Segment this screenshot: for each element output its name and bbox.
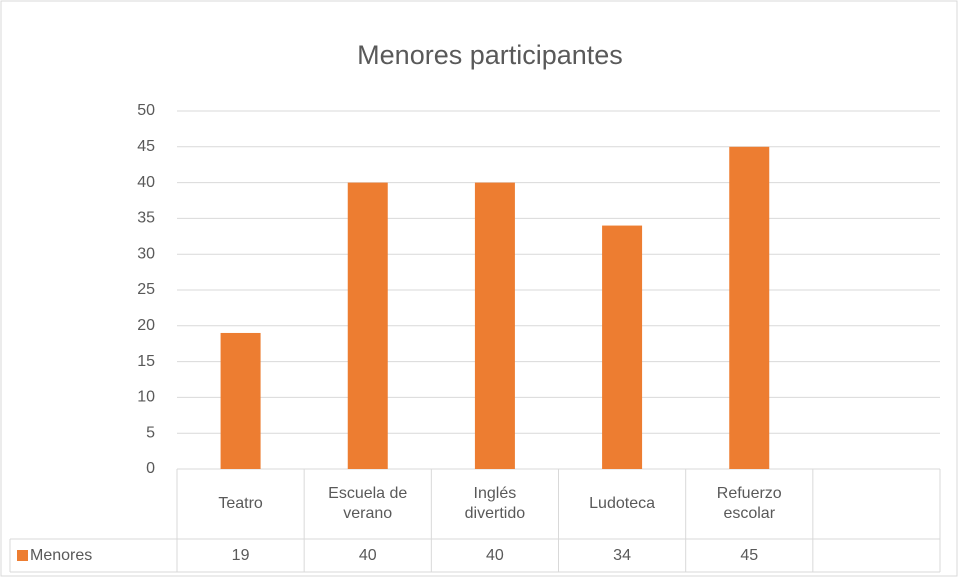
y-tick-label: 15	[137, 353, 155, 370]
y-tick-label: 40	[137, 174, 155, 191]
x-tick-label: Ludoteca	[589, 495, 655, 512]
y-tick-label: 50	[137, 102, 155, 119]
bar	[474, 182, 515, 469]
x-tick-label: Teatro	[218, 495, 263, 512]
table-value: 34	[613, 546, 631, 564]
bar	[729, 146, 770, 470]
legend-swatch	[17, 550, 28, 561]
x-tick-label: Escuela de verano	[328, 485, 408, 522]
table-value: 19	[231, 546, 250, 564]
table-value: 45	[740, 546, 759, 564]
table-value: 40	[486, 546, 504, 564]
y-tick-label: 0	[146, 460, 155, 477]
y-tick-label: 10	[137, 389, 155, 406]
y-tick-label: 35	[137, 210, 155, 227]
chart-title: Menores participantes	[357, 40, 623, 70]
y-tick-label: 20	[137, 317, 155, 334]
legend-label: Menores	[30, 546, 93, 564]
x-tick-label: Refuerzo escolar	[716, 485, 782, 522]
y-tick-label: 25	[137, 281, 155, 298]
x-tick-label: Inglés divertido	[464, 485, 526, 522]
bar	[347, 182, 388, 469]
y-tick-label: 5	[146, 424, 155, 441]
y-tick-label: 45	[137, 138, 155, 155]
bar	[220, 332, 261, 469]
y-tick-label: 30	[137, 245, 155, 262]
bar	[602, 225, 643, 469]
table-value: 40	[358, 546, 377, 564]
